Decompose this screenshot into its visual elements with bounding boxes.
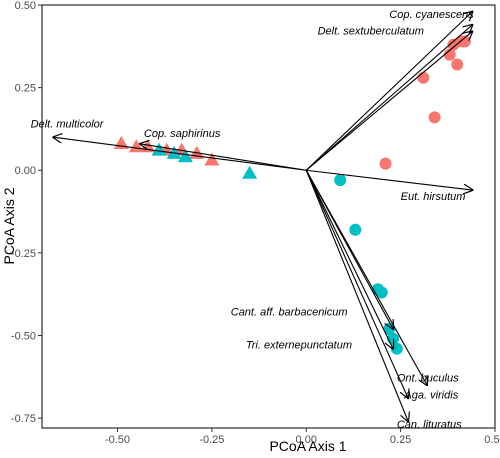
x-tick-label: 0.25 (390, 434, 411, 446)
data-point-circle (349, 223, 362, 236)
loading-vector-label: Cop. saphirinus (144, 128, 221, 140)
loading-vector-arrow (305, 25, 472, 171)
data-points (113, 35, 471, 355)
x-axis-title: PCoA Axis 1 (269, 438, 346, 454)
loading-vector-label: Delt. sextuberculatum (318, 26, 424, 38)
data-point-circle (428, 111, 441, 124)
data-point-circle (447, 38, 460, 51)
loading-vector-label: Aga. viridis (403, 389, 458, 401)
y-tick-label: 0.50 (15, 0, 36, 12)
x-tick-label: 0.00 (296, 434, 317, 446)
loading-vector-arrow (305, 170, 408, 398)
data-point-circle (451, 58, 464, 71)
y-tick-label: -0.75 (11, 413, 36, 425)
data-point-triangle (177, 149, 193, 163)
data-point-circle (379, 157, 392, 170)
loading-vector-label: Tri. externepunctatum (246, 340, 352, 352)
loading-vector-arrow (140, 144, 307, 171)
data-point-circle (417, 71, 430, 84)
y-tick-label: 0.25 (15, 83, 36, 95)
panel-border (41, 4, 496, 429)
x-tick-label: -0.25 (199, 434, 224, 446)
data-point-triangle (166, 145, 182, 159)
data-point-circle (375, 286, 388, 299)
y-axis-title: PCoA Axis 2 (1, 187, 17, 264)
loading-vector-arrow (305, 169, 427, 385)
y-tick-label: 0.00 (15, 165, 36, 177)
loading-vector-arrow (306, 169, 472, 190)
loading-vector-arrow (305, 31, 472, 171)
y-tick-label: -0.50 (11, 330, 36, 342)
loading-vector-label: Cop. cyanescens (389, 9, 474, 21)
data-point-triangle (242, 165, 258, 179)
data-point-triangle (151, 142, 167, 156)
loading-vector-label: Delt. multicolor (31, 118, 105, 130)
data-point-triangle (204, 152, 220, 166)
loading-vector-label: Eut. hirsutum (401, 191, 466, 203)
x-tick-label: 0.50 (484, 434, 500, 446)
y-tick-label: -0.25 (11, 248, 36, 260)
x-tick-label: -0.50 (105, 434, 130, 446)
loading-vector-arrow (305, 169, 393, 348)
loading-vector-label: Ont. buculus (397, 373, 459, 385)
loading-vector-label: Can. lituratus (397, 419, 462, 431)
loading-vector-arrow (305, 12, 472, 171)
loading-vector-arrow (305, 170, 408, 421)
data-point-circle (443, 48, 456, 61)
loading-vector-arrow (53, 137, 307, 171)
loading-vector-label: Eur. caribaeus (420, 0, 491, 1)
loading-vectors: Eur. caribaeus Cop. cyanescens Delt. sextu… (31, 0, 491, 431)
plot-area: -0.50 -0.25 0.00 0.25 0.50 0.50 0.25 0.00 -0.25 -… (11, 0, 500, 446)
loading-vector-label: Cant. aff. barbacenicum (231, 307, 348, 319)
data-point-circle (334, 174, 347, 187)
